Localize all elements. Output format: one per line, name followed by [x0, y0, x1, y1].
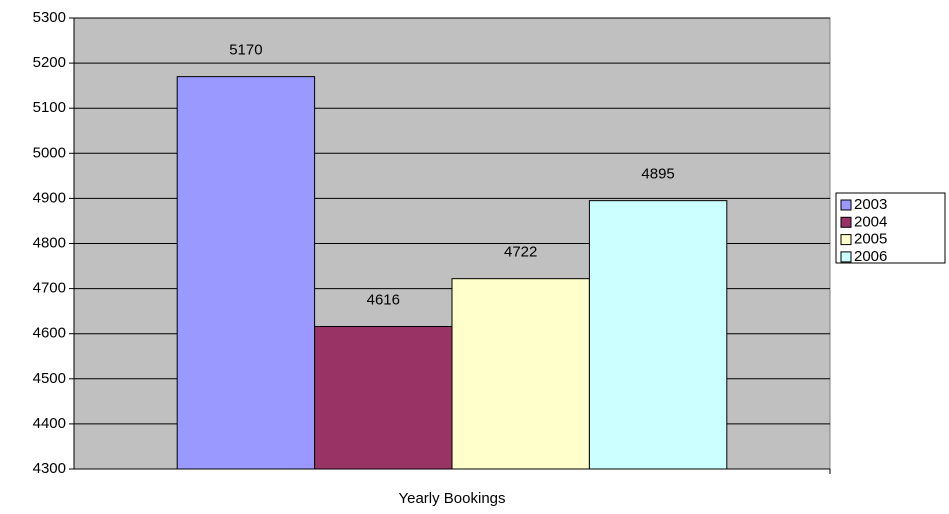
- legend-label: 2005: [854, 231, 887, 248]
- x-tick-label: Yearly Bookings: [398, 490, 505, 507]
- value-label: 5170: [229, 42, 262, 59]
- y-tick-label: 4900: [33, 189, 66, 206]
- y-tick-label: 4700: [33, 280, 66, 297]
- y-tick-label: 4800: [33, 234, 66, 251]
- y-tick-label: 5300: [33, 9, 66, 26]
- legend-swatch: [840, 199, 852, 211]
- bar: [176, 76, 316, 470]
- y-tick-label: 5000: [33, 144, 66, 161]
- value-label: 4722: [504, 244, 537, 261]
- y-tick-label: 4500: [33, 370, 66, 387]
- y-tick-label: 5200: [33, 54, 66, 71]
- y-tick-label: 4300: [33, 460, 66, 477]
- legend-label: 2006: [854, 248, 887, 265]
- y-tick-label: 4600: [33, 325, 66, 342]
- legend-swatch: [840, 234, 852, 246]
- value-label: 4895: [641, 166, 674, 183]
- bar: [588, 200, 728, 470]
- legend-label: 2004: [854, 213, 887, 230]
- value-label: 4616: [367, 291, 400, 308]
- bar: [451, 278, 590, 470]
- bar: [314, 325, 453, 470]
- legend-box: [835, 192, 946, 264]
- y-tick-label: 5100: [33, 99, 66, 116]
- legend-label: 2003: [854, 196, 887, 213]
- legend-swatch: [840, 216, 852, 228]
- y-tick-label: 4400: [33, 415, 66, 432]
- legend-swatch: [840, 251, 852, 263]
